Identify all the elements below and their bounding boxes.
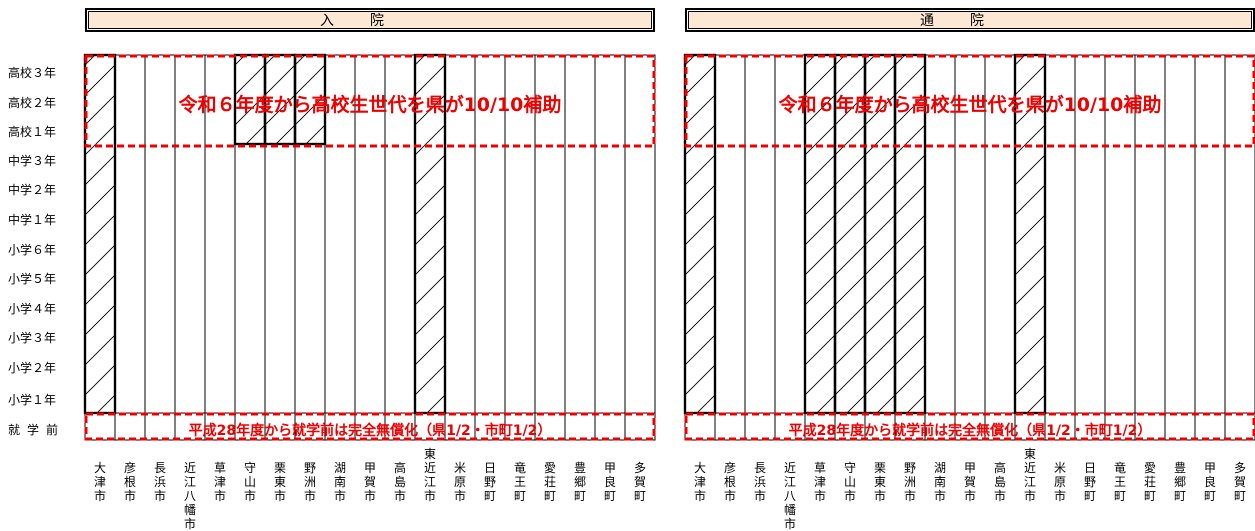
city-label: 米原市 bbox=[453, 461, 466, 503]
grade-label: 小学２年 bbox=[8, 361, 57, 375]
city-label: 大津市 bbox=[693, 461, 706, 503]
grade-label: 高校３年 bbox=[8, 66, 57, 80]
city-label: 愛荘町 bbox=[1143, 461, 1156, 503]
grade-label: 高校１年 bbox=[8, 125, 57, 139]
city-label: 竜王町 bbox=[513, 461, 526, 503]
banner-preschool-outpatient: 平成28年度から就学前は完全無償化（県1/2・市町1/2） bbox=[788, 423, 1152, 439]
city-label: 守山市 bbox=[843, 461, 856, 503]
high-school-box bbox=[84, 54, 656, 148]
city-label: 大津市 bbox=[93, 461, 106, 503]
header-outpatient: 通院 bbox=[685, 8, 1255, 32]
city-label: 湖南市 bbox=[933, 461, 946, 503]
city-label: 多賀町 bbox=[633, 461, 646, 503]
table-frame bbox=[684, 54, 1255, 441]
city-label: 豊郷町 bbox=[1173, 461, 1186, 503]
city-label: 日野町 bbox=[483, 461, 496, 503]
city-label: 愛荘町 bbox=[543, 461, 556, 503]
preschool-label: 就学前 bbox=[8, 423, 66, 437]
city-label: 栗東市 bbox=[273, 461, 286, 503]
hatched-cell-東近江市 bbox=[413, 53, 447, 415]
city-label: 湖南市 bbox=[333, 461, 346, 503]
city-label: 高島市 bbox=[993, 461, 1006, 503]
city-label: 野洲市 bbox=[903, 461, 916, 503]
city-label: 東近江市 bbox=[423, 447, 436, 503]
grid-outpatient bbox=[683, 53, 1255, 441]
city-label: 長浜市 bbox=[153, 461, 166, 503]
city-label: 多賀町 bbox=[1233, 461, 1246, 503]
city-label: 日野町 bbox=[1083, 461, 1096, 503]
banner-high-school-outpatient: 令和６年度から高校生世代を県が10/10補助 bbox=[778, 94, 1162, 116]
banner-high-school-inpatient: 令和６年度から高校生世代を県が10/10補助 bbox=[178, 94, 562, 116]
header-inpatient: 入院 bbox=[85, 8, 655, 32]
header-outpatient-title: 通院 bbox=[920, 13, 1020, 29]
city-label: 竜王町 bbox=[1113, 461, 1126, 503]
grade-label: 小学５年 bbox=[8, 272, 57, 286]
city-label: 甲賀市 bbox=[963, 461, 976, 503]
grade-label: 小学３年 bbox=[8, 331, 57, 345]
grade-label: 小学６年 bbox=[8, 243, 57, 257]
city-label: 彦根市 bbox=[723, 461, 736, 503]
city-label: 甲良町 bbox=[1203, 461, 1216, 503]
city-label: 長浜市 bbox=[753, 461, 766, 503]
city-label: 東近江市 bbox=[1023, 447, 1036, 503]
city-label: 草津市 bbox=[813, 461, 826, 503]
grade-label: 小学１年 bbox=[8, 393, 57, 407]
table-frame bbox=[84, 54, 656, 441]
city-label: 草津市 bbox=[213, 461, 226, 503]
city-label: 甲良町 bbox=[603, 461, 616, 503]
city-label: 栗東市 bbox=[873, 461, 886, 503]
city-label: 守山市 bbox=[243, 461, 256, 503]
grade-label: 中学３年 bbox=[8, 154, 57, 168]
city-label: 近江八幡市 bbox=[183, 461, 196, 531]
city-label: 豊郷町 bbox=[573, 461, 586, 503]
city-label: 米原市 bbox=[1053, 461, 1066, 503]
grid-inpatient bbox=[83, 53, 656, 441]
header-inpatient-title: 入院 bbox=[320, 13, 420, 29]
grade-label: 中学２年 bbox=[8, 183, 57, 197]
grade-label: 高校２年 bbox=[8, 96, 57, 110]
city-label: 彦根市 bbox=[123, 461, 136, 503]
high-school-box bbox=[684, 54, 1255, 148]
banner-preschool-inpatient: 平成28年度から就学前は完全無償化（県1/2・市町1/2） bbox=[188, 423, 552, 439]
grade-label: 小学４年 bbox=[8, 302, 57, 316]
city-label: 甲賀市 bbox=[363, 461, 376, 503]
city-label: 近江八幡市 bbox=[783, 461, 796, 531]
city-label: 野洲市 bbox=[303, 461, 316, 503]
city-label: 高島市 bbox=[393, 461, 406, 503]
grade-label: 中学１年 bbox=[8, 213, 57, 227]
